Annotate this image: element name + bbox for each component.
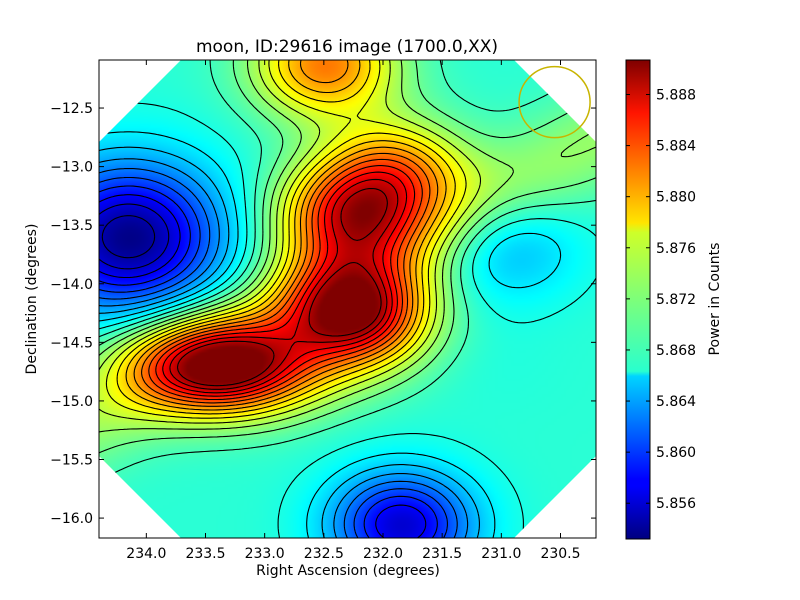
- contour-level-19: [141, 152, 431, 404]
- colorbar-gradient: [626, 60, 650, 539]
- contour-level-2: [99, 203, 170, 270]
- colorbar: 5.856 5.860 5.864 5.868 5.872 5.876 5.880 5.884…: [625, 59, 723, 540]
- colorbar-tick-label: 5.872: [656, 292, 696, 308]
- y-tick-label: −12.5: [50, 101, 93, 117]
- plot-area: [98, 59, 597, 539]
- colorbar-tick-label: 5.868: [656, 343, 696, 359]
- y-tick-label: −16.0: [50, 511, 93, 527]
- x-tick-label: 231.0: [481, 546, 521, 562]
- y-axis-label: Declination (degrees): [24, 224, 40, 375]
- y-tick-label: −14.5: [50, 335, 93, 351]
- x-tick-label: 232.0: [363, 546, 403, 562]
- contour-level-22: [162, 171, 408, 394]
- contour-level-16: [116, 60, 456, 415]
- contour-lines: [99, 60, 596, 538]
- contour-level-23: [169, 178, 399, 390]
- x-tick-label: 231.5: [422, 546, 462, 562]
- y-tick-label: −15.0: [50, 394, 93, 410]
- colorbar-tick-label: 5.864: [656, 394, 696, 410]
- contour-level-3: [99, 194, 427, 538]
- y-tick-label: −13.5: [50, 218, 93, 234]
- colorbar-tick-label: 5.880: [656, 190, 696, 206]
- contour-level-21: [155, 165, 416, 397]
- contour-level-15: [105, 60, 467, 419]
- beam-circle: [518, 65, 591, 139]
- contour-level-5: [99, 176, 448, 538]
- x-tick-label: 234.0: [126, 546, 166, 562]
- contour-level-24: [176, 187, 388, 387]
- contour-level-6: [99, 168, 458, 538]
- contour-level-1: [101, 215, 156, 259]
- colorbar-tick-label: 5.888: [656, 87, 696, 103]
- contour-level-17: [125, 60, 447, 411]
- contour-level-20: [148, 158, 423, 401]
- y-tick-label: −15.5: [50, 453, 93, 469]
- colorbar-tick-label: 5.884: [656, 139, 696, 155]
- y-tick-label: −13.0: [50, 160, 93, 176]
- chart-title: moon, ID:29616 image (1700.0,XX): [196, 37, 498, 57]
- x-axis-label: Right Ascension (degrees): [256, 563, 440, 579]
- colorbar-frame: [625, 59, 651, 540]
- contour-level-13: [99, 60, 596, 433]
- colorbar-tick-label: 5.876: [656, 241, 696, 257]
- colorbar-label: Power in Counts: [707, 243, 723, 356]
- x-tick-label: 232.5: [304, 546, 344, 562]
- contour-level-4: [99, 185, 438, 538]
- contour-level-18: [133, 60, 439, 407]
- x-tick-label: 233.0: [245, 546, 285, 562]
- x-tick-label: 233.5: [185, 546, 225, 562]
- y-tick-label: −14.0: [50, 277, 93, 293]
- y-axis: −12.5 −13.0 −13.5 −14.0 −14.5 −15.0 −15.5 −16.0: [50, 101, 596, 527]
- colorbar-ticks: 5.856 5.860 5.864 5.868 5.872 5.876 5.880 5.884…: [626, 87, 696, 512]
- x-tick-label: 230.5: [540, 546, 580, 562]
- x-axis: 234.0 233.5 233.0 232.5 232.0 231.5 231.0 230.5: [126, 60, 581, 562]
- contour-level-14: [99, 60, 482, 424]
- plot-frame: [98, 59, 597, 539]
- colorbar-tick-label: 5.860: [656, 445, 696, 461]
- contour-level-7: [99, 158, 469, 538]
- contour-level-8: [99, 146, 480, 538]
- colorbar-tick-label: 5.856: [656, 496, 696, 512]
